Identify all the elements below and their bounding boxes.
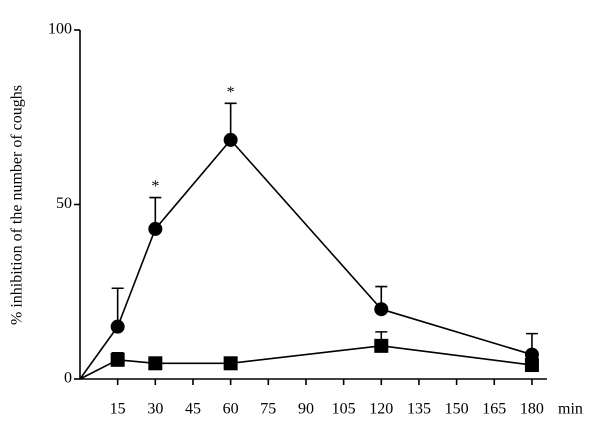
x-tick-label: 15 [110, 401, 126, 418]
point [374, 338, 389, 353]
annotation: * [227, 84, 235, 101]
point [223, 356, 238, 371]
x-tick-label: 30 [147, 401, 163, 418]
point [110, 319, 125, 334]
x-tick-label: 105 [332, 401, 356, 418]
x-tick-label: 180 [520, 401, 544, 418]
point [223, 132, 238, 147]
point [524, 358, 539, 373]
origin-segment [79, 326, 119, 380]
x-axis-label: min [558, 401, 583, 418]
y-tick-label: 50 [56, 195, 72, 212]
point [148, 221, 163, 236]
x-tick-label: 165 [482, 401, 506, 418]
point [110, 352, 125, 367]
series-line [117, 345, 533, 366]
x-tick-label: 90 [298, 401, 314, 418]
point [374, 302, 389, 317]
x-tick-label: 75 [260, 401, 276, 418]
y-tick-label: 0 [64, 370, 72, 387]
x-tick-label: 60 [223, 401, 239, 418]
series-line [116, 138, 533, 356]
x-tick-label: 150 [445, 401, 469, 418]
x-tick-label: 45 [185, 401, 201, 418]
annotation: * [151, 178, 159, 195]
x-tick-label: 135 [407, 401, 431, 418]
point [148, 356, 163, 371]
x-tick-label: 120 [369, 401, 393, 418]
y-tick-label: 100 [48, 21, 72, 38]
y-axis-label: % inhibition of the number of coughs [9, 85, 26, 325]
